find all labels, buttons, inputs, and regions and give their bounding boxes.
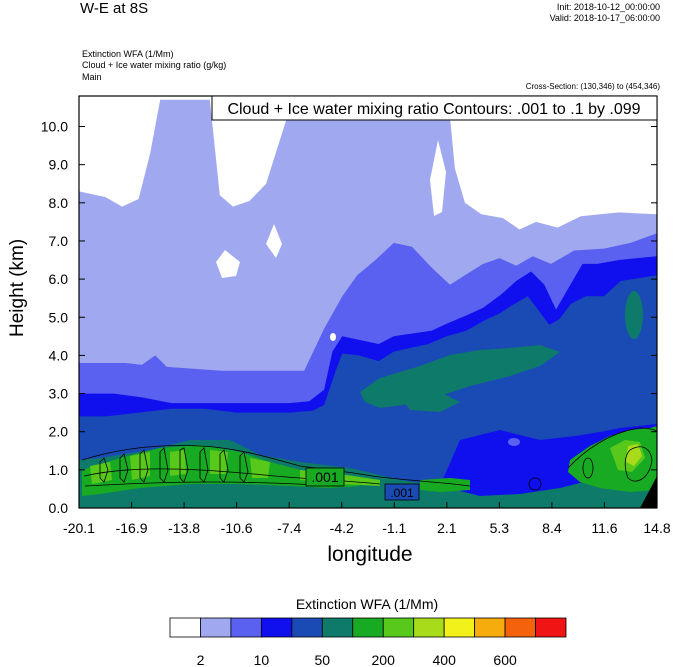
colorbar-swatch — [260, 617, 293, 638]
cloud-hole-small — [330, 333, 336, 341]
contour-legend-text: Cloud + Ice water mixing ratio Contours:… — [227, 101, 640, 118]
contour-loop-center — [528, 477, 542, 491]
white-hole-upper-2 — [497, 138, 518, 166]
yellow-green-right — [626, 444, 642, 466]
contour-loops-left — [99, 447, 249, 483]
colorbar-swatch — [382, 617, 415, 638]
field-label-mixing-ratio: Cloud + Ice water mixing ratio (g/kg) — [82, 60, 227, 70]
contour-line-right — [567, 427, 657, 469]
cloud-hole — [508, 438, 520, 446]
colorbar-swatch — [291, 617, 323, 638]
contour-legend: Cloud + Ice water mixing ratio Contours:… — [211, 95, 658, 121]
contour-line-right-2 — [624, 446, 653, 482]
white-hole-left — [216, 250, 240, 278]
colorbar-label: 400 — [433, 652, 457, 667]
x-tick-label: -4.2 — [330, 520, 354, 536]
y-tick-label: 6.0 — [49, 271, 69, 287]
y-tick-label: 4.0 — [49, 347, 69, 363]
y-tick-label: 8.0 — [49, 195, 69, 211]
x-tick-label: -20.1 — [63, 520, 95, 536]
colorbar-swatch — [474, 617, 506, 638]
y-axis: 0.0 1.0 2.0 3.0 4.0 5.0 6.0 7.0 8.0 9.0 10.0 — [41, 119, 657, 516]
colorbar-label: 10 — [254, 652, 270, 667]
contour-label-box-2 — [384, 483, 420, 501]
filled-contours: .001 .001 — [79, 99, 657, 508]
white-hole-mid — [266, 224, 282, 258]
colorbar-swatch — [321, 617, 354, 638]
x-tick-label: -10.6 — [221, 520, 253, 536]
colorbar-swatch — [352, 617, 384, 638]
teal-patch-right — [625, 291, 643, 339]
y-tick-label: 5.0 — [49, 309, 69, 325]
colorbar: 2 10 50 200 400 600 — [169, 617, 567, 667]
x-axis: -20.1 -16.9 -13.8 -10.6 -7.4 -4.2 -1.1 2.1 5.3 8.… — [63, 502, 671, 536]
x-tick-label: -13.8 — [168, 520, 200, 536]
contour-legend-frame — [211, 95, 658, 121]
x-tick-label: -7.4 — [277, 520, 301, 536]
colorbar-label: 200 — [372, 652, 396, 667]
x-tick-label: -1.1 — [382, 520, 406, 536]
x-tick-label: -16.9 — [116, 520, 148, 536]
colorbar-swatch — [535, 617, 567, 638]
y-tick-label: 1.0 — [49, 462, 69, 478]
contour-label-1: .001 — [311, 469, 338, 485]
mixing-ratio-contours — [81, 427, 657, 501]
contour-line-low-1 — [81, 445, 471, 487]
green-patch-center — [420, 478, 470, 492]
x-tick-label: 5.3 — [490, 520, 510, 536]
valid-time-label: Valid: 2018-10-17_06:00:00 — [549, 13, 660, 23]
y-tick-label: 10.0 — [41, 119, 68, 135]
y-axis-label: Height (km) — [7, 238, 28, 337]
colorbar-label: 600 — [493, 652, 517, 667]
colorbar-swatch — [169, 617, 201, 638]
colorbar-label: 2 — [197, 652, 205, 667]
init-time-label: Init: 2018-10-12_00:00:00 — [556, 2, 660, 12]
teal-pocket — [400, 392, 460, 412]
low-level-features — [79, 118, 657, 508]
y-tick-label: 7.0 — [49, 233, 69, 249]
colorbar-title: Extinction WFA (1/Mm) — [295, 596, 439, 612]
y-tick-label: 3.0 — [49, 386, 69, 402]
y-tick-label: 9.0 — [49, 157, 69, 173]
colorbar-label: 50 — [315, 652, 331, 667]
cross-section-label: Cross-Section: (130,346) to (454,346) — [525, 82, 660, 91]
x-tick-label: 14.8 — [643, 520, 670, 536]
mid-teal-tongue — [360, 345, 560, 408]
chart-title: W-E at 8S — [80, 0, 149, 17]
dark-corner — [640, 476, 657, 508]
contour-loop-right — [582, 457, 594, 479]
x-axis-label: longitude — [327, 543, 413, 566]
x-tick-label: 8.4 — [542, 520, 562, 536]
contour-label-2: .001 — [390, 486, 414, 500]
x-tick-label: 11.6 — [591, 520, 617, 536]
field-label-extinction: Extinction WFA (1/Mm) — [82, 49, 174, 59]
contour-line-low-3 — [84, 481, 341, 487]
x-tick-label: 2.1 — [437, 520, 457, 536]
colorbar-swatch — [200, 617, 232, 638]
white-hole-upper — [430, 140, 446, 216]
colorbar-swatch — [443, 617, 476, 638]
field-label-main: Main — [82, 72, 102, 82]
contour-label-box-1 — [305, 467, 345, 487]
y-tick-label: 2.0 — [49, 424, 69, 440]
colorbar-swatch — [413, 617, 445, 638]
colorbar-swatch — [230, 617, 262, 638]
colorbar-swatch — [504, 617, 536, 638]
y-tick-label: 0.0 — [49, 500, 69, 516]
